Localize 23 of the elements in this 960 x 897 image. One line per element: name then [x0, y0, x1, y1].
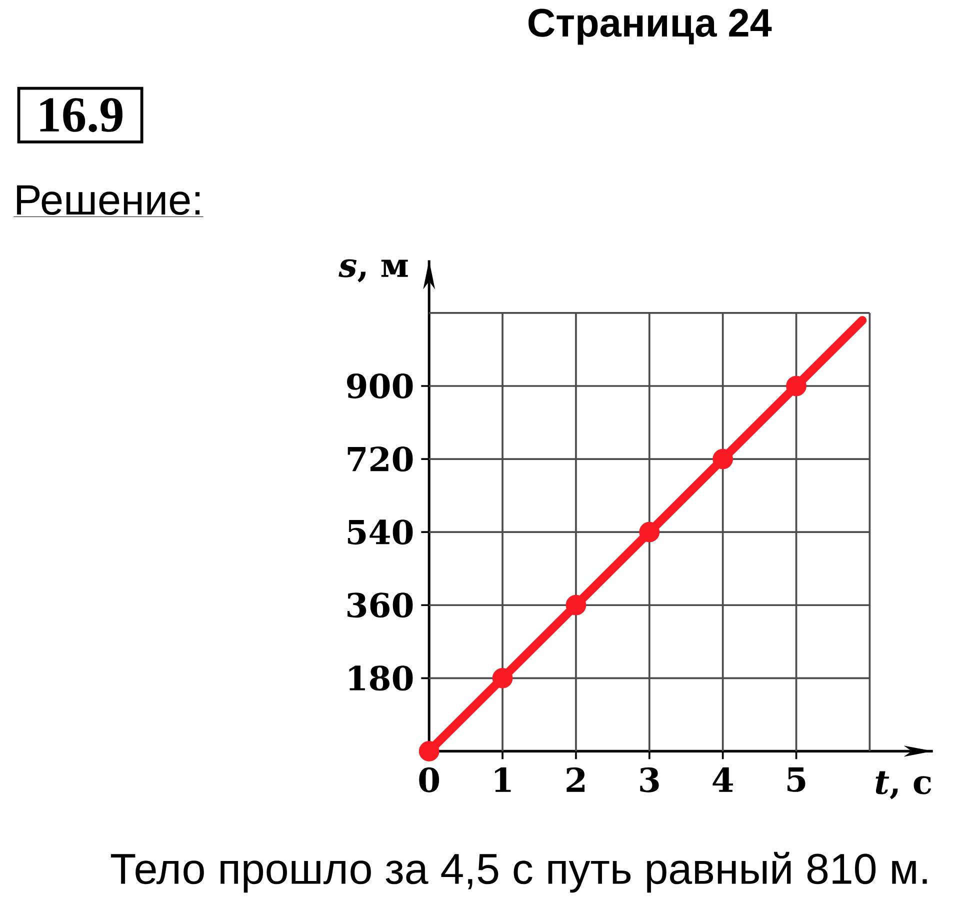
- point: [786, 376, 806, 396]
- y-tick-label: 360: [348, 592, 413, 618]
- point: [566, 594, 586, 616]
- x-tick-label: 3: [640, 767, 659, 792]
- x-tick-label: 4: [712, 767, 733, 792]
- x-tick-label: 5: [787, 767, 806, 792]
- x-tick-label: 1: [495, 767, 511, 792]
- y-tick-label: 180: [349, 666, 413, 691]
- point: [418, 740, 440, 762]
- text: Тело прошло за 4,5 с путь равный 810 м.: [110, 852, 927, 893]
- y-axis-title: s, м: [338, 259, 408, 282]
- point: [712, 448, 734, 470]
- point: [639, 522, 660, 542]
- text: Решение:: [17, 185, 200, 215]
- x-axis-title: t, с: [876, 771, 932, 800]
- chart-title: Страница 24: [528, 8, 772, 45]
- point: [492, 668, 513, 688]
- y-tick-label: 900: [347, 373, 413, 398]
- y-tick-label: 720: [348, 446, 413, 472]
- y-tick-label: 540: [348, 520, 413, 545]
- text: 16.9: [40, 98, 122, 132]
- x-tick-label: 0: [419, 767, 440, 792]
- x-tick-label: 2: [566, 767, 584, 792]
